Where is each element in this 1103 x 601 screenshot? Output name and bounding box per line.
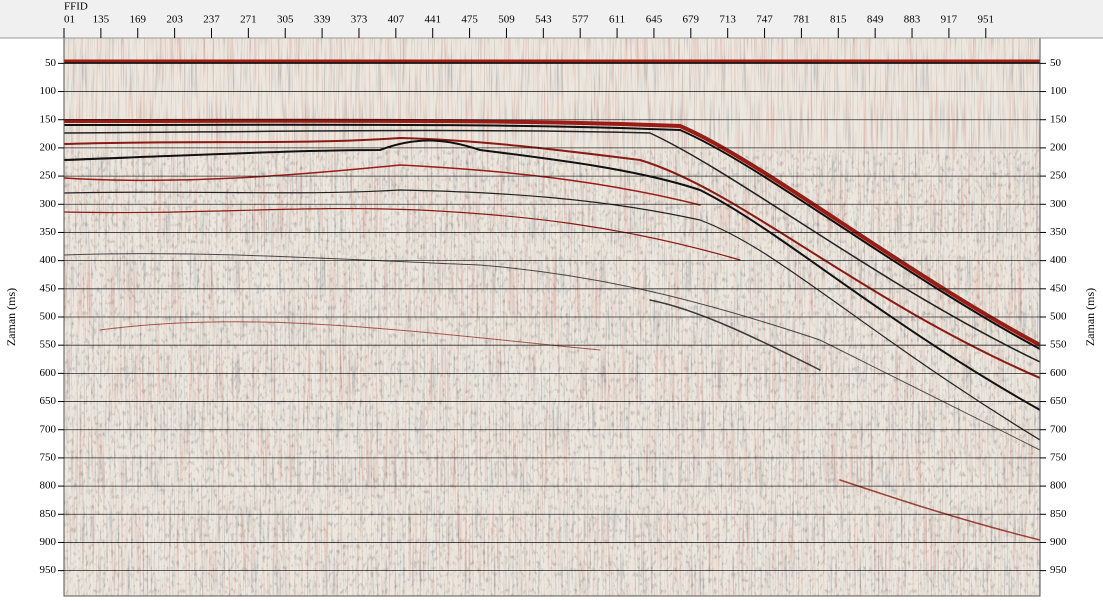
x-tick-label: 917: [941, 14, 958, 26]
y-tick-label: 850: [40, 508, 57, 520]
y-tick-label: 900: [40, 536, 57, 548]
y2-tick-label: 600: [1050, 367, 1067, 379]
y-tick-label: 650: [40, 395, 57, 407]
y2-tick-label: 50: [1050, 57, 1062, 69]
x-tick-label: 305: [277, 14, 294, 26]
y-tick-label: 150: [40, 113, 57, 125]
x-tick-label: 645: [646, 14, 663, 26]
x-tick-label: 135: [93, 14, 110, 26]
y2-tick-label: 300: [1050, 198, 1067, 210]
seismic-display: FFID Zaman (ms) Zaman (ms) 01 135 169 203 23…: [0, 0, 1103, 601]
x-tick-label: 237: [203, 14, 220, 26]
x-tick-label: 339: [314, 14, 331, 26]
y2-tick-label: 200: [1050, 141, 1067, 153]
y-tick-label: 100: [40, 85, 57, 97]
x-tick-label: 883: [904, 14, 921, 26]
y2-tick-label: 350: [1050, 226, 1067, 238]
x-tick-label: 407: [388, 14, 405, 26]
y-tick-label: 350: [40, 226, 57, 238]
x-axis-title: FFID: [64, 1, 88, 13]
y-axis-title: Zaman (ms): [4, 288, 18, 346]
y-tick-label: 800: [40, 480, 57, 492]
y-tick-label: 50: [45, 57, 57, 69]
y-tick-label: 250: [40, 170, 57, 182]
x-tick-label: 849: [867, 14, 884, 26]
x-tick-label: 203: [166, 14, 183, 26]
y2-tick-label: 700: [1050, 423, 1067, 435]
y2-tick-label: 550: [1050, 339, 1067, 351]
x-tick-label: 679: [683, 14, 700, 26]
y-tick-label: 750: [40, 451, 57, 463]
x-tick-label: 611: [609, 14, 625, 26]
x-tick-label: 01: [64, 14, 75, 26]
x-tick-label: 543: [535, 14, 552, 26]
y-tick-label: 700: [40, 423, 57, 435]
y2-tick-label: 750: [1050, 451, 1067, 463]
y-tick-label: 300: [40, 198, 57, 210]
y-tick-label: 200: [40, 141, 57, 153]
y2-tick-label: 650: [1050, 395, 1067, 407]
x-tick-label: 951: [978, 14, 995, 26]
x-tick-label: 509: [498, 14, 515, 26]
y2-tick-label: 500: [1050, 311, 1067, 323]
x-tick-label: 781: [793, 14, 810, 26]
y2-tick-label: 100: [1050, 85, 1067, 97]
x-tick-label: 713: [719, 14, 736, 26]
x-tick-label: 271: [240, 14, 257, 26]
y-tick-label: 550: [40, 339, 57, 351]
y2-axis-title: Zaman (ms): [1083, 288, 1097, 346]
y2-tick-label: 400: [1050, 254, 1067, 266]
y-tick-label: 600: [40, 367, 57, 379]
y2-tick-label: 250: [1050, 170, 1067, 182]
y-tick-label: 950: [40, 564, 57, 576]
y-tick-label: 500: [40, 311, 57, 323]
x-tick-label: 169: [129, 14, 146, 26]
y2-tick-label: 800: [1050, 480, 1067, 492]
x-tick-label: 815: [830, 14, 847, 26]
x-tick-label: 747: [756, 14, 773, 26]
x-tick-label: 373: [351, 14, 368, 26]
y2-tick-label: 950: [1050, 564, 1067, 576]
y2-tick-label: 850: [1050, 508, 1067, 520]
x-tick-label: 577: [572, 14, 589, 26]
y-tick-label: 400: [40, 254, 57, 266]
y2-tick-label: 900: [1050, 536, 1067, 548]
y2-tick-label: 150: [1050, 113, 1067, 125]
y2-tick-label: 450: [1050, 282, 1067, 294]
x-tick-label: 441: [424, 14, 441, 26]
y-tick-label: 450: [40, 282, 57, 294]
x-tick-label: 475: [461, 14, 478, 26]
